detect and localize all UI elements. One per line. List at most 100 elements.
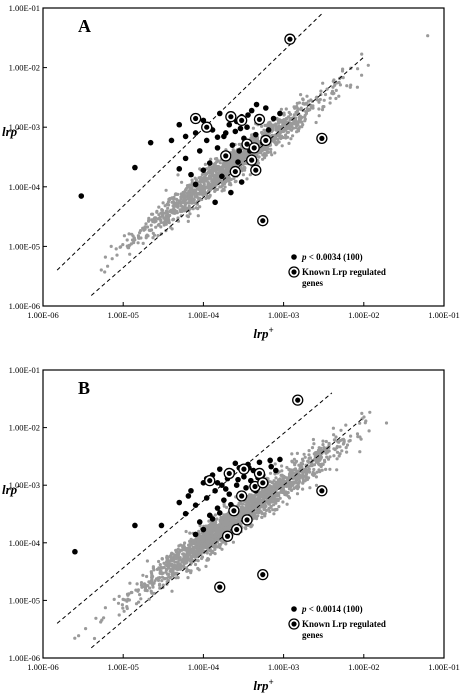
gene-point xyxy=(303,115,307,119)
gene-point xyxy=(291,134,295,138)
y-axis-label: lrp- xyxy=(2,123,20,139)
known-point-dot xyxy=(207,478,213,484)
gene-point xyxy=(103,270,107,274)
gene-point xyxy=(213,513,217,517)
gene-point xyxy=(185,214,189,218)
gene-point xyxy=(157,205,161,209)
gene-point xyxy=(321,439,325,443)
gene-point xyxy=(318,454,322,458)
gene-point xyxy=(139,597,143,601)
gene-point xyxy=(176,576,180,580)
x-axis-label: lrp+ xyxy=(253,677,273,693)
gene-point xyxy=(260,511,264,515)
gene-point xyxy=(158,563,162,567)
gene-point xyxy=(257,151,261,155)
gene-point xyxy=(204,179,208,183)
gene-point xyxy=(127,598,131,602)
gene-point xyxy=(264,508,268,513)
significant-point xyxy=(200,167,207,173)
gene-point xyxy=(206,182,210,186)
gene-point xyxy=(255,503,259,507)
significant-point xyxy=(158,522,165,529)
significant-point xyxy=(244,124,250,130)
gene-point xyxy=(268,120,272,124)
x-tick-label: 1.00E-01 xyxy=(428,662,459,672)
gene-point xyxy=(263,156,267,160)
gene-point xyxy=(222,188,226,192)
gene-point xyxy=(355,85,359,89)
significant-point xyxy=(192,531,199,538)
gene-point xyxy=(151,212,155,216)
gene-point xyxy=(294,119,298,123)
gene-point xyxy=(99,268,103,272)
gene-point xyxy=(206,539,211,543)
gene-point xyxy=(363,421,367,425)
gene-point xyxy=(317,457,321,461)
gene-point xyxy=(178,548,182,552)
gene-point xyxy=(137,600,141,604)
gene-point xyxy=(314,475,318,479)
gene-point xyxy=(187,201,191,205)
gene-point xyxy=(345,443,350,447)
legend-label-known-line2: genes xyxy=(302,278,323,288)
gene-point xyxy=(251,494,255,499)
reference-line xyxy=(56,13,323,271)
gene-point xyxy=(328,455,332,459)
significant-point xyxy=(206,160,213,166)
gene-point xyxy=(298,114,302,118)
known-point-dot xyxy=(263,137,269,144)
known-point-dot xyxy=(241,466,247,472)
gene-point xyxy=(334,88,338,92)
x-tick-label: 1.00E-06 xyxy=(27,310,58,320)
gene-point xyxy=(160,579,164,583)
gene-point xyxy=(325,455,329,459)
gene-point xyxy=(149,228,154,232)
gene-point xyxy=(208,528,212,532)
gene-point xyxy=(158,570,162,574)
gene-point xyxy=(321,443,325,447)
known-point-dot xyxy=(253,167,259,173)
gene-point xyxy=(273,462,277,466)
gene-point xyxy=(158,586,162,590)
gene-point xyxy=(148,586,152,590)
gene-point xyxy=(202,180,206,184)
gene-point xyxy=(211,168,215,173)
significant-point xyxy=(232,128,239,135)
significant-point xyxy=(214,145,221,151)
gene-point xyxy=(203,176,208,180)
gene-point xyxy=(163,216,167,220)
gene-point xyxy=(181,206,185,210)
gene-point xyxy=(125,244,129,248)
gene-point xyxy=(202,182,206,186)
gene-point xyxy=(283,492,287,497)
gene-point xyxy=(266,486,270,490)
gene-point xyxy=(226,162,230,166)
gene-point xyxy=(172,566,176,570)
gene-point xyxy=(187,189,191,193)
gene-point xyxy=(266,150,270,154)
gene-point xyxy=(311,437,315,442)
gene-point xyxy=(306,465,310,469)
significant-point xyxy=(185,493,192,499)
gene-point xyxy=(317,107,321,111)
gene-point xyxy=(231,153,235,157)
gene-point xyxy=(226,519,230,524)
gene-point xyxy=(220,524,224,528)
gene-point xyxy=(154,225,158,229)
gene-point xyxy=(237,142,241,146)
gene-point xyxy=(197,540,202,545)
gene-point xyxy=(115,253,119,257)
gene-point xyxy=(171,574,175,578)
gene-point xyxy=(227,174,231,178)
gene-point xyxy=(138,593,142,597)
gene-point xyxy=(142,585,146,589)
gene-point xyxy=(122,234,126,238)
gene-point xyxy=(231,540,235,544)
gene-point xyxy=(301,487,305,491)
y-tick-label: 1.00E-03 xyxy=(9,480,40,490)
gene-point xyxy=(296,129,301,133)
gene-point xyxy=(151,236,155,240)
gene-point xyxy=(213,157,218,161)
gene-point xyxy=(270,153,274,157)
significant-point xyxy=(132,164,138,171)
